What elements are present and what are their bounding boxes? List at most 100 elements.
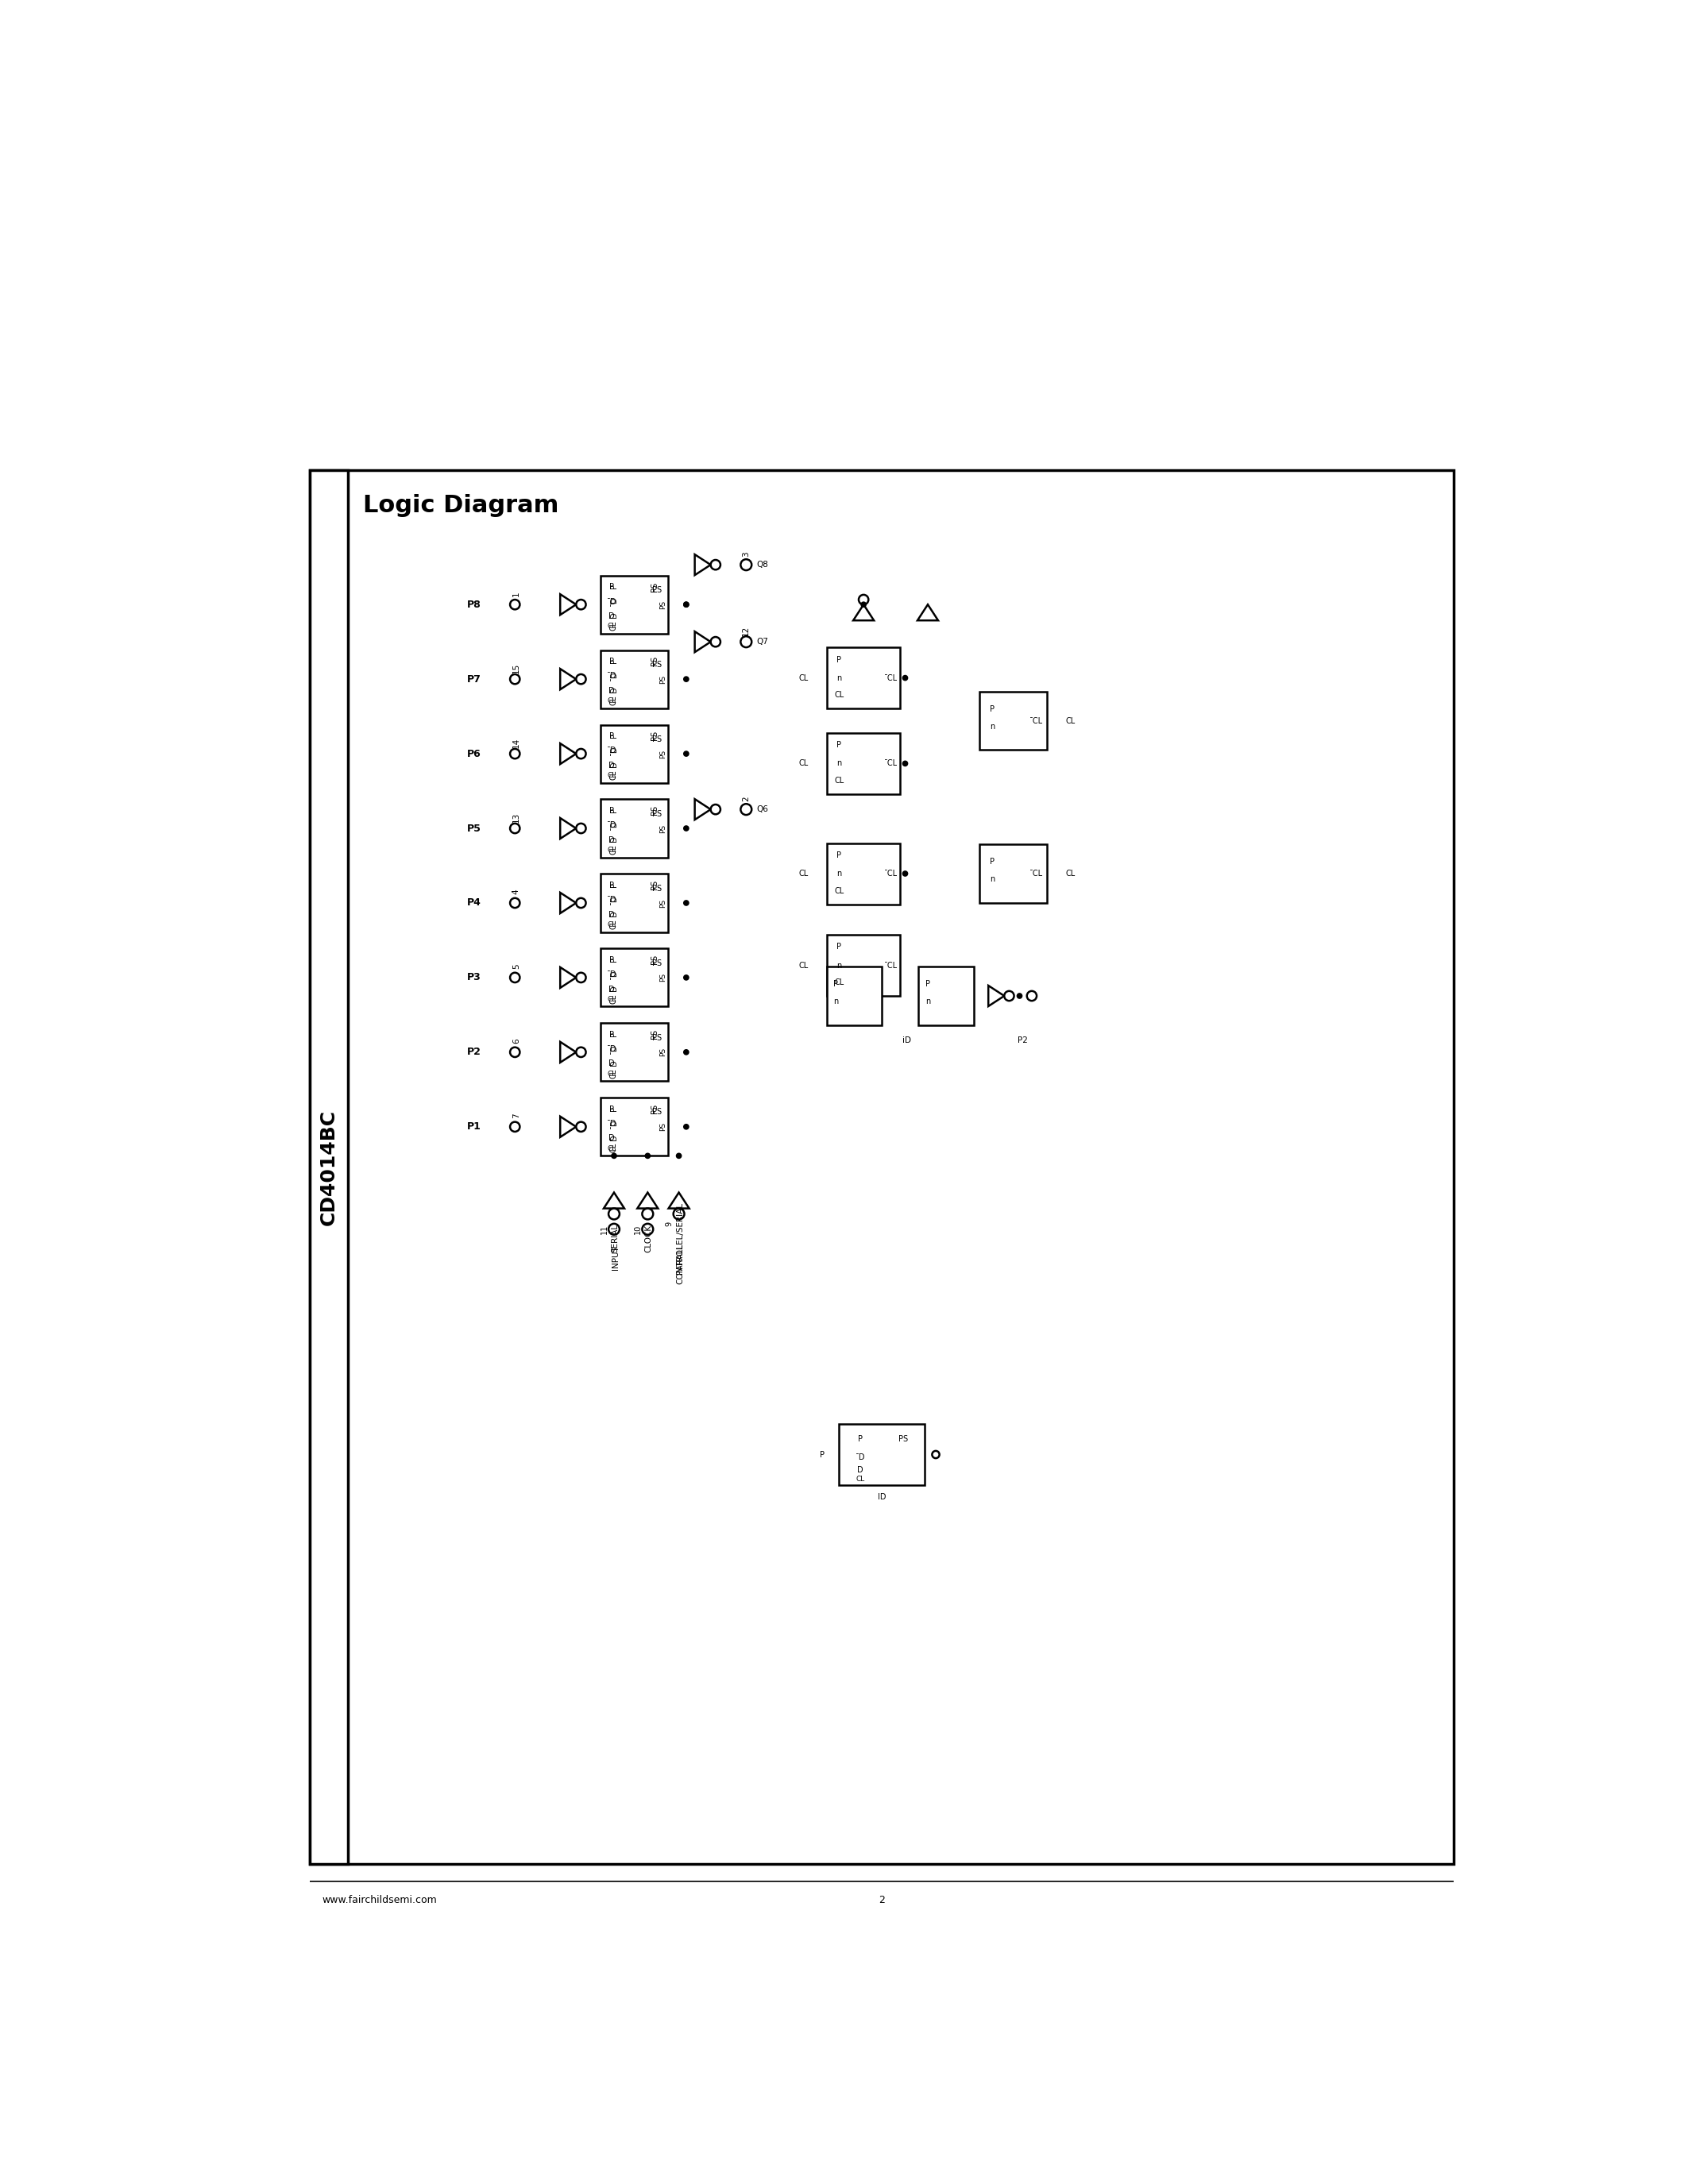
Text: ¯D: ¯D (609, 670, 618, 681)
Text: PS: PS (660, 823, 667, 832)
Text: ¯D: ¯D (606, 821, 616, 830)
Text: ¯CL: ¯CL (885, 675, 898, 681)
Circle shape (684, 677, 689, 681)
Text: ¯D: ¯D (609, 895, 618, 904)
Text: D: D (609, 836, 614, 843)
Text: ¯D: ¯D (609, 745, 618, 756)
Bar (918, 968, 974, 1024)
Text: PS: PS (650, 1029, 658, 1040)
Text: D: D (609, 762, 618, 767)
Text: PS: PS (652, 736, 662, 743)
Bar (827, 968, 881, 1024)
Circle shape (1026, 992, 1036, 1000)
Text: P: P (609, 657, 614, 666)
Bar (979, 845, 1047, 902)
Text: PS: PS (650, 954, 658, 965)
Text: P4: P4 (468, 898, 481, 909)
Text: PS: PS (660, 749, 667, 758)
Text: P: P (837, 655, 842, 664)
Circle shape (576, 1048, 586, 1057)
Text: P: P (609, 1107, 618, 1112)
Bar (601, 1022, 668, 1081)
Text: 7: 7 (511, 1114, 520, 1118)
Text: CL: CL (608, 1070, 616, 1079)
Text: n: n (925, 998, 930, 1005)
Text: CL: CL (608, 697, 616, 705)
Text: www.fairchildsemi.com: www.fairchildsemi.com (322, 1894, 437, 1904)
Text: Q6: Q6 (756, 806, 768, 812)
Text: CL: CL (834, 887, 844, 895)
Text: n: n (837, 869, 842, 878)
Text: PS: PS (660, 1048, 667, 1057)
Text: Logic Diagram: Logic Diagram (363, 494, 559, 518)
Text: 12: 12 (743, 625, 749, 636)
Text: 9: 9 (665, 1221, 674, 1225)
Circle shape (641, 1223, 653, 1234)
Text: 1: 1 (511, 592, 520, 596)
Circle shape (741, 804, 751, 815)
Text: n: n (989, 876, 994, 882)
Bar (601, 651, 668, 708)
Text: ID: ID (878, 1494, 886, 1500)
Text: ¯D: ¯D (606, 1120, 616, 1127)
Text: CL: CL (834, 778, 844, 784)
Text: CL: CL (608, 1144, 616, 1153)
Text: SERIAL: SERIAL (611, 1223, 619, 1254)
Text: PS: PS (898, 1435, 908, 1444)
Text: P8: P8 (468, 598, 481, 609)
Text: D: D (609, 762, 614, 769)
Text: D: D (609, 985, 618, 992)
Text: ¯D: ¯D (609, 1118, 618, 1129)
Text: D: D (858, 1465, 864, 1474)
Circle shape (684, 826, 689, 832)
Circle shape (711, 638, 721, 646)
Text: P: P (609, 808, 618, 812)
Text: CL: CL (608, 773, 616, 780)
Text: CL: CL (798, 675, 809, 681)
Text: 4: 4 (511, 889, 520, 895)
Text: P: P (989, 858, 994, 865)
Text: P: P (609, 882, 614, 889)
Circle shape (684, 751, 689, 758)
Text: CL: CL (1065, 869, 1075, 878)
Text: CL: CL (834, 978, 844, 987)
Circle shape (576, 898, 586, 909)
Circle shape (684, 601, 689, 607)
Text: ¯D: ¯D (856, 1455, 866, 1461)
Text: P5: P5 (468, 823, 481, 834)
Text: D: D (609, 1059, 618, 1066)
Circle shape (859, 594, 868, 605)
Circle shape (901, 871, 908, 876)
Text: P: P (837, 852, 842, 858)
Circle shape (1004, 992, 1014, 1000)
Text: P: P (609, 806, 614, 815)
Text: n: n (837, 961, 842, 970)
Text: P: P (609, 957, 618, 961)
Text: D: D (609, 1133, 618, 1140)
Text: PS: PS (650, 581, 658, 592)
Text: 3: 3 (743, 550, 749, 557)
Text: CL: CL (609, 620, 618, 631)
Circle shape (645, 1153, 650, 1160)
Text: 2: 2 (879, 1894, 885, 1904)
Text: ¯D: ¯D (609, 970, 618, 978)
Text: ¯CL: ¯CL (1030, 716, 1043, 725)
Bar (601, 948, 668, 1007)
Text: PS: PS (660, 974, 667, 983)
Circle shape (684, 1125, 689, 1129)
Text: n: n (989, 723, 994, 729)
Bar (827, 734, 900, 795)
Text: P2: P2 (468, 1046, 481, 1057)
Text: CL: CL (798, 961, 809, 970)
Text: P: P (609, 583, 614, 592)
Text: 15: 15 (511, 664, 520, 673)
Text: CL: CL (856, 1476, 864, 1483)
Circle shape (674, 1208, 684, 1219)
Text: P: P (609, 583, 618, 590)
Circle shape (608, 1223, 619, 1234)
Text: CL: CL (609, 771, 618, 780)
Text: CD4014BC: CD4014BC (319, 1109, 339, 1225)
Text: CL: CL (1065, 716, 1075, 725)
Text: P: P (609, 1031, 614, 1040)
Circle shape (684, 601, 689, 607)
